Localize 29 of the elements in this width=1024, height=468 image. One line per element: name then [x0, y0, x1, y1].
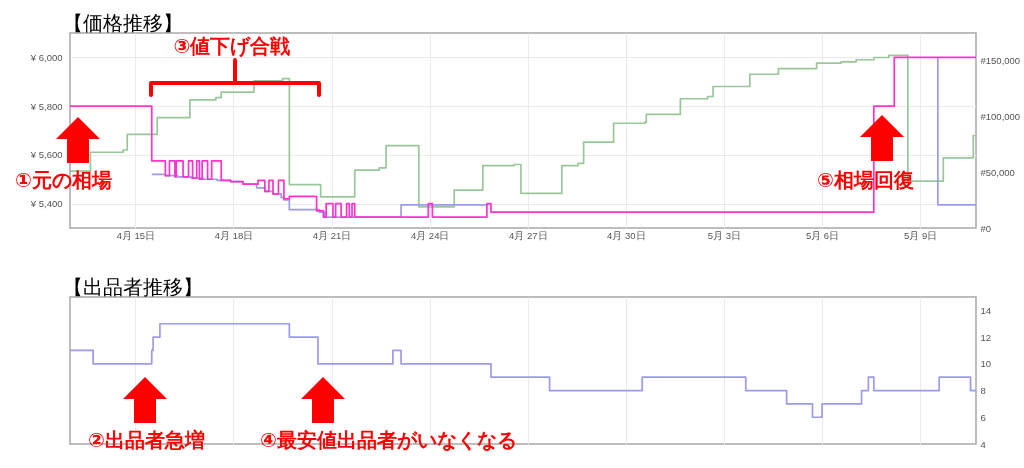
y-tick-label: 10: [980, 358, 992, 370]
y-tick-label: 8: [980, 385, 986, 397]
y-tick-label: 14: [980, 304, 992, 316]
x-tick-label: 4月 15日: [116, 229, 156, 241]
x-tick-label: 5月 6日: [805, 229, 840, 241]
y2-tick-label: #150,000: [980, 55, 1021, 67]
x-tick-label: 4月 18日: [214, 229, 254, 241]
x-tick-label: 5月 9日: [904, 229, 938, 241]
x-tick-label: 4月 21日: [312, 229, 352, 241]
annotation: ①元の相場: [15, 168, 112, 192]
y2-tick-label: #100,000: [980, 111, 1021, 123]
x-tick-label: 4月 30日: [607, 229, 646, 241]
x-tick-label: 4月 24日: [410, 229, 450, 241]
x-tick-label: 5月 3日: [707, 229, 742, 241]
annotation: ②出品者急増: [88, 428, 205, 452]
y-tick-label: ¥ 5,400: [29, 198, 63, 210]
y2-tick-label: #0: [980, 222, 992, 234]
y-tick-label: 4: [980, 438, 986, 450]
annotation: ④最安値出品者がいなくなる: [260, 428, 517, 452]
y-tick-label: 12: [980, 331, 992, 343]
annotation: ③値下げ合戦: [173, 34, 291, 58]
y-tick-label: ¥ 6,000: [29, 51, 63, 63]
chart-title: 【出品者推移】: [63, 275, 203, 299]
chart-title: 【価格推移】: [63, 11, 183, 35]
x-tick-label: 4月 27日: [509, 229, 548, 241]
y-tick-label: ¥ 5,600: [29, 149, 63, 161]
y-tick-label: ¥ 5,800: [29, 100, 63, 112]
y2-tick-label: #50,000: [980, 166, 1015, 178]
y-tick-label: 6: [980, 411, 986, 423]
